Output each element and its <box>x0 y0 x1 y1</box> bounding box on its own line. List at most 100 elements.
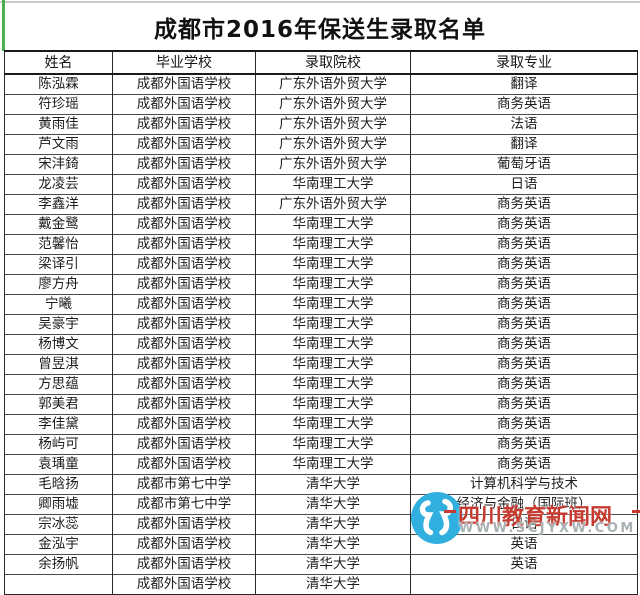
table-cell: 商务英语 <box>410 214 638 235</box>
table-cell: 范馨怡 <box>4 234 113 255</box>
table-cell: 梁译引 <box>4 254 113 275</box>
table-row: 陈泓霖 成都外国语学校 广东外语外贸大学 翻译 <box>4 73 638 95</box>
table-cell: 杨屿可 <box>4 434 113 455</box>
table-cell: 成都外国语学校 <box>112 73 256 95</box>
table-row: 袁瑀童 成都外国语学校 华南理工大学 商务英语 <box>4 454 638 475</box>
table-cell: 葡萄牙语 <box>410 154 638 175</box>
table-cell: 成都外国语学校 <box>112 234 256 255</box>
table-cell <box>410 574 638 595</box>
header-row: 姓名 毕业学校 录取院校 录取专业 <box>4 51 638 75</box>
table-cell: 广东外语外贸大学 <box>255 194 411 215</box>
table-row: 宋沣錡 成都外国语学校 广东外语外贸大学 葡萄牙语 <box>4 154 638 175</box>
table-cell: 商务英语 <box>410 274 638 295</box>
table-cell: 成都外国语学校 <box>112 554 256 575</box>
table-cell: 李鑫洋 <box>4 194 113 215</box>
table-cell: 经济与金融（国际班） <box>410 494 638 515</box>
table-cell: 宁曦 <box>4 294 113 315</box>
table-cell: 华南理工大学 <box>255 374 411 395</box>
table-cell: 成都外国语学校 <box>112 214 256 235</box>
table-cell: 商务英语 <box>410 374 638 395</box>
table-cell: 成都外国语学校 <box>112 434 256 455</box>
table-row: 黄雨佳 成都外国语学校 广东外语外贸大学 法语 <box>4 114 638 135</box>
table-cell: 方思蕴 <box>4 374 113 395</box>
table-row: 宗冰蕊 成都外国语学校 清华大学 日语 <box>4 514 638 535</box>
table-row: 吴豪宇 成都外国语学校 华南理工大学 商务英语 <box>4 314 638 335</box>
watermark-dash-right <box>632 510 640 513</box>
table-cell: 日语 <box>410 514 638 535</box>
table-cell: 清华大学 <box>255 474 411 495</box>
table-cell: 郭美君 <box>4 394 113 415</box>
table-cell: 华南理工大学 <box>255 434 411 455</box>
table-cell <box>4 574 113 595</box>
table-cell: 成都外国语学校 <box>112 334 256 355</box>
header-cell: 姓名 <box>4 51 113 75</box>
table-cell: 成都外国语学校 <box>112 534 256 555</box>
table-cell: 成都外国语学校 <box>112 194 256 215</box>
table-cell: 商务英语 <box>410 434 638 455</box>
table-cell: 成都外国语学校 <box>112 374 256 395</box>
table-cell: 成都外国语学校 <box>112 414 256 435</box>
table-cell: 商务英语 <box>410 94 638 115</box>
table-row: 李佳黛 成都外国语学校 华南理工大学 商务英语 <box>4 414 638 435</box>
table-row: 杨博文 成都外国语学校 华南理工大学 商务英语 <box>4 334 638 355</box>
table-cell: 成都外国语学校 <box>112 94 256 115</box>
table-cell: 宋沣錡 <box>4 154 113 175</box>
table-cell: 翻译 <box>410 134 638 155</box>
table-cell: 华南理工大学 <box>255 234 411 255</box>
table-cell: 成都外国语学校 <box>112 134 256 155</box>
table-cell: 广东外语外贸大学 <box>255 114 411 135</box>
table-cell: 华南理工大学 <box>255 174 411 195</box>
table-cell: 商务英语 <box>410 294 638 315</box>
table-cell: 宗冰蕊 <box>4 514 113 535</box>
table-row: 方思蕴 成都外国语学校 华南理工大学 商务英语 <box>4 374 638 395</box>
table-row: 郭美君 成都外国语学校 华南理工大学 商务英语 <box>4 394 638 415</box>
table-cell: 戴金鹭 <box>4 214 113 235</box>
table-cell: 成都外国语学校 <box>112 394 256 415</box>
table-row: 杨屿可 成都外国语学校 华南理工大学 商务英语 <box>4 434 638 455</box>
table-row: 李鑫洋 成都外国语学校 广东外语外贸大学 商务英语 <box>4 194 638 215</box>
table-cell: 华南理工大学 <box>255 274 411 295</box>
table-cell: 成都外国语学校 <box>112 354 256 375</box>
table-cell: 成都市第七中学 <box>112 474 256 495</box>
table-cell: 黄雨佳 <box>4 114 113 135</box>
table-row: 曾昱淇 成都外国语学校 华南理工大学 商务英语 <box>4 354 638 375</box>
table-cell: 毛晗扬 <box>4 474 113 495</box>
table-cell: 华南理工大学 <box>255 214 411 235</box>
table-cell: 广东外语外贸大学 <box>255 134 411 155</box>
table-cell: 成都外国语学校 <box>112 274 256 295</box>
table-cell: 廖方舟 <box>4 274 113 295</box>
table-cell: 商务英语 <box>410 454 638 475</box>
table-cell: 成都外国语学校 <box>112 574 256 595</box>
table-cell: 芦文雨 <box>4 134 113 155</box>
table-cell: 商务英语 <box>410 194 638 215</box>
table-cell: 杨博文 <box>4 334 113 355</box>
table-cell: 清华大学 <box>255 494 411 515</box>
watermark-logo-icon <box>411 492 463 544</box>
table-cell: 成都市第七中学 <box>112 494 256 515</box>
screenshot-top-edge-line <box>0 1 640 3</box>
table-cell: 华南理工大学 <box>255 354 411 375</box>
table-row: 廖方舟 成都外国语学校 华南理工大学 商务英语 <box>4 274 638 295</box>
table-cell: 曾昱淇 <box>4 354 113 375</box>
table-cell: 清华大学 <box>255 534 411 555</box>
table-cell: 陈泓霖 <box>4 73 113 95</box>
table-cell: 成都外国语学校 <box>112 154 256 175</box>
table-row: 卿雨墟 成都市第七中学 清华大学 经济与金融（国际班） <box>4 494 638 515</box>
table-cell: 成都外国语学校 <box>112 174 256 195</box>
table-cell: 成都外国语学校 <box>112 514 256 535</box>
table-cell: 龙凌芸 <box>4 174 113 195</box>
table-row: 戴金鹭 成都外国语学校 华南理工大学 商务英语 <box>4 214 638 235</box>
table-cell: 清华大学 <box>255 514 411 535</box>
table-cell: 成都外国语学校 <box>112 114 256 135</box>
table-cell: 成都外国语学校 <box>112 254 256 275</box>
table-cell: 华南理工大学 <box>255 334 411 355</box>
table-cell: 华南理工大学 <box>255 294 411 315</box>
watermark-dash-left <box>444 510 456 513</box>
table-cell: 清华大学 <box>255 574 411 595</box>
table-cell: 商务英语 <box>410 394 638 415</box>
table-row: 芦文雨 成都外国语学校 广东外语外贸大学 翻译 <box>4 134 638 155</box>
table-cell: 李佳黛 <box>4 414 113 435</box>
table-cell: 广东外语外贸大学 <box>255 94 411 115</box>
table-cell: 余扬帆 <box>4 554 113 575</box>
table-cell: 华南理工大学 <box>255 254 411 275</box>
